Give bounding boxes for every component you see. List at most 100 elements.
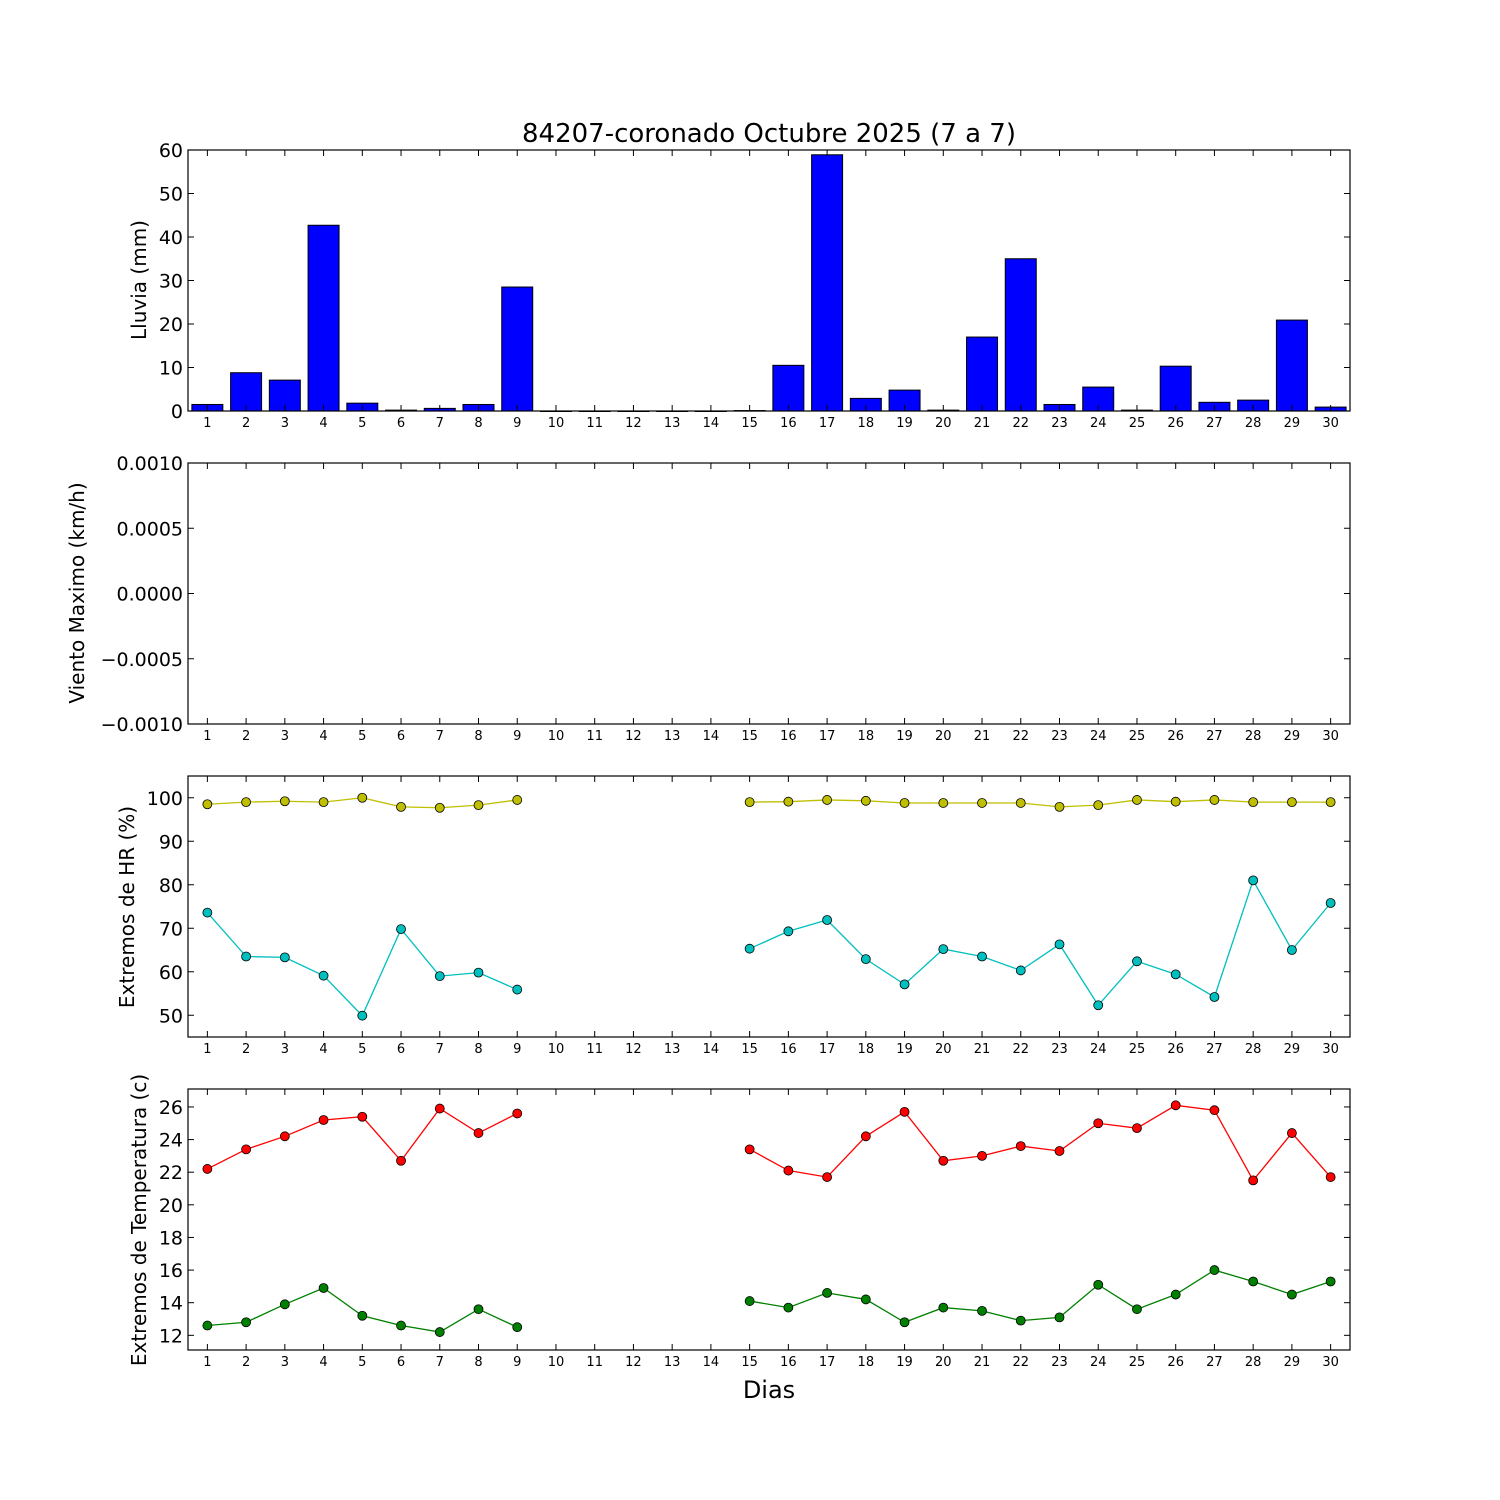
wind-xtick-label: 19 <box>896 729 913 744</box>
temperature-point-day-28 <box>1248 1175 1259 1186</box>
temperature-point-day-19 <box>899 1317 910 1328</box>
temperature-point-day-18 <box>860 1131 871 1142</box>
rain-xtick-label: 12 <box>625 416 642 431</box>
temperature-point-day-8 <box>473 1304 484 1315</box>
rain-xtick-label: 8 <box>474 416 482 431</box>
temperature-point-day-24 <box>1093 1279 1104 1290</box>
humidity-point-day-8 <box>473 967 484 978</box>
temperature-point-day-23 <box>1054 1312 1065 1323</box>
rain-bar-day-17 <box>811 154 844 412</box>
humidity-axes-frame <box>187 775 1351 1038</box>
temperature-point-day-27 <box>1209 1265 1220 1275</box>
temperature-xtick-label: 8 <box>474 1355 482 1370</box>
rain-xtick-label: 21 <box>974 416 991 431</box>
humidity-point-day-19 <box>899 798 910 808</box>
temperature-point-day-18 <box>860 1294 871 1305</box>
temperature-xtick-label: 9 <box>513 1355 521 1370</box>
humidity-point-day-5 <box>357 1010 368 1021</box>
humidity-point-day-4 <box>318 797 329 807</box>
temperature-ytick-label: 14 <box>159 1293 183 1315</box>
rain-ytick-label: 60 <box>159 140 183 162</box>
rain-xtick-label: 23 <box>1051 416 1068 431</box>
temperature-xtick-label: 13 <box>664 1355 681 1370</box>
humidity-point-day-8 <box>473 800 484 811</box>
humidity-point-day-30 <box>1325 898 1336 908</box>
humidity-point-day-26 <box>1170 969 1181 980</box>
wind-xtick-label: 22 <box>1012 729 1029 744</box>
rain-xtick-label: 13 <box>664 416 681 431</box>
humidity-point-day-17 <box>822 795 832 805</box>
temperature-point-day-8 <box>473 1128 484 1138</box>
humidity-point-day-21 <box>977 951 987 962</box>
temperature-xtick-label: 1 <box>203 1355 211 1370</box>
humidity-xtick-label: 12 <box>625 1042 642 1057</box>
humidity-point-day-16 <box>783 926 794 937</box>
humidity-point-day-15 <box>744 943 755 954</box>
wind-xtick-label: 14 <box>703 729 720 744</box>
humidity-point-day-27 <box>1209 992 1220 1002</box>
xlabel-days: Dias <box>743 1376 795 1404</box>
humidity-point-day-23 <box>1054 939 1065 950</box>
temperature-point-day-29 <box>1287 1128 1297 1138</box>
temperature-xtick-label: 23 <box>1051 1355 1068 1370</box>
humidity-point-day-19 <box>899 979 910 990</box>
rain-xtick-label: 14 <box>703 416 720 431</box>
temperature-axes-frame <box>187 1088 1351 1351</box>
temperature-xtick-label: 22 <box>1012 1355 1029 1370</box>
wind-xtick-label: 27 <box>1206 729 1223 744</box>
wind-xtick-label: 2 <box>242 729 250 744</box>
temperature-point-day-2 <box>241 1144 252 1155</box>
wind-xtick-label: 30 <box>1322 729 1339 744</box>
rain-xtick-label: 2 <box>242 416 250 431</box>
wind-xtick-label: 6 <box>397 729 405 744</box>
humidity-series-1-line-2 <box>749 799 1331 808</box>
temperature-point-day-3 <box>279 1131 290 1142</box>
humidity-point-day-18 <box>860 954 871 965</box>
wind-xtick-label: 24 <box>1090 729 1107 744</box>
temperature-point-day-26 <box>1170 1289 1181 1300</box>
temperature-xtick-label: 18 <box>858 1355 875 1370</box>
humidity-point-day-1 <box>202 799 213 810</box>
wind-xtick-label: 3 <box>281 729 289 744</box>
wind-xtick-label: 17 <box>819 729 836 744</box>
humidity-point-day-18 <box>860 795 871 806</box>
chart-title: 84207-coronado Octubre 2025 (7 a 7) <box>522 119 1016 149</box>
wind-xtick-label: 23 <box>1051 729 1068 744</box>
wind-ytick-label: 0.0000 <box>117 584 183 606</box>
humidity-xtick-label: 10 <box>548 1042 565 1057</box>
humidity-point-day-2 <box>241 951 252 962</box>
temperature-xtick-label: 19 <box>896 1355 913 1370</box>
wind-xtick-label: 5 <box>358 729 366 744</box>
temperature-xtick-label: 2 <box>242 1355 250 1370</box>
humidity-xtick-label: 16 <box>780 1042 797 1057</box>
rain-xtick-label: 24 <box>1090 416 1107 431</box>
temperature-xtick-label: 6 <box>397 1355 405 1370</box>
humidity-xtick-label: 7 <box>436 1042 444 1057</box>
humidity-series-1 <box>202 792 1336 813</box>
humidity-point-day-9 <box>512 984 523 995</box>
rain-bar-day-26 <box>1159 365 1192 412</box>
wind-xtick-label: 12 <box>625 729 642 744</box>
rain-xtick-label: 9 <box>513 416 521 431</box>
temperature-point-day-30 <box>1325 1276 1336 1287</box>
humidity-point-day-16 <box>783 796 794 807</box>
temperature-point-day-15 <box>744 1296 755 1306</box>
temperature-point-day-6 <box>396 1320 406 1331</box>
temperature-point-day-3 <box>279 1299 290 1310</box>
humidity-xtick-label: 27 <box>1206 1042 1223 1057</box>
temperature-xtick-label: 16 <box>780 1355 797 1370</box>
temperature-xtick-label: 12 <box>625 1355 642 1370</box>
temperature-xtick-label: 30 <box>1322 1355 1339 1370</box>
wind-xtick-label: 9 <box>513 729 521 744</box>
humidity-ytick-label: 90 <box>159 831 183 853</box>
temperature-series-1 <box>202 1100 1336 1186</box>
humidity-point-day-24 <box>1093 1000 1104 1011</box>
humidity-point-day-24 <box>1093 800 1104 811</box>
rain-ytick-label: 40 <box>159 227 183 249</box>
ylabel-humidity: Extremos de HR (%) <box>115 806 139 1008</box>
temperature-xtick-label: 3 <box>281 1355 289 1370</box>
humidity-point-day-23 <box>1054 801 1065 812</box>
